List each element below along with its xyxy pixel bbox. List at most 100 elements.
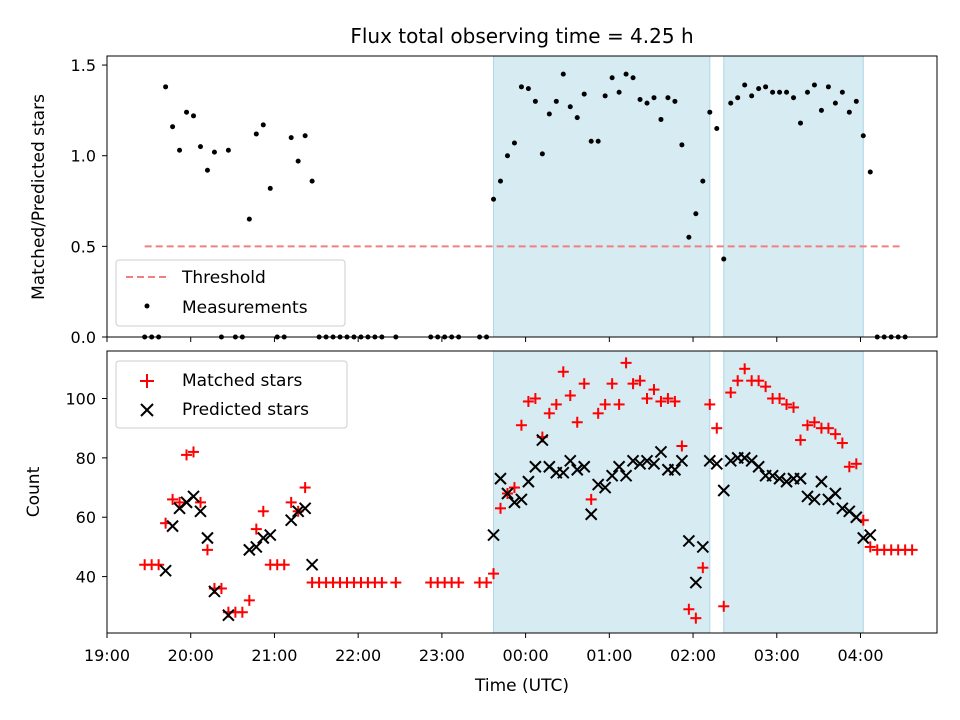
predicted-point [501,487,514,500]
predicted-point-b [654,445,668,459]
x-tick-label: 04:00 [837,646,883,665]
measurement-point [581,91,587,97]
predicted-point-b [501,487,514,500]
top-legend-box [115,259,346,327]
legend-predicted-label: Predicted stars [182,400,309,420]
matched-point [781,398,793,410]
predicted-point [815,475,828,488]
predicted-point-b [815,475,828,488]
measurement-point [770,89,776,95]
legend-threshold-label: Threshold [181,268,266,288]
x-tick-label: 03:00 [754,646,800,665]
predicted-point [612,460,626,473]
measurement-point [253,131,259,137]
measurement-point [714,126,720,132]
measurement-point [749,93,755,99]
matched-point [627,378,639,390]
matched-point [285,496,297,508]
measurement-point [742,82,748,88]
predicted-point [598,481,612,494]
predicted-point [857,531,870,545]
measurement-point [525,86,531,92]
predicted-point-b [773,472,786,485]
predicted-point [801,490,814,503]
x-tick-label: 02:00 [670,646,716,665]
measurement-point [204,167,210,173]
predicted-point [508,496,521,509]
predicted-point [717,484,730,497]
x-tick-label: 00:00 [503,646,549,665]
matched-stars-series [139,357,918,624]
measurement-point [818,107,824,113]
matched-point [801,419,813,431]
measurement-point [867,169,873,175]
measurement-point [777,89,783,95]
predicted-point-b [515,493,528,506]
predicted-point [305,558,319,571]
predicted-point [284,513,298,527]
predicted-point [633,457,647,471]
matched-point [718,600,730,612]
matched-point [739,363,751,375]
measurement-point [177,147,183,153]
y-tick-label: 80 [76,449,96,468]
matched-point [662,392,674,404]
measurement-point [658,116,664,122]
measurement-point [225,147,231,153]
legend-matched-label: Matched stars [182,371,302,391]
matched-point [669,395,681,407]
predicted-point-b [591,478,605,491]
predicted-point [591,478,605,491]
matched-point [620,357,632,369]
x-tick-label: 21:00 [251,646,297,665]
top-y-ticks: 0.0 0.5 1.0 1.5 [71,56,107,347]
matched-point [522,395,534,407]
predicted-point [780,475,793,488]
measurement-point [763,84,769,90]
predicted-point [689,576,703,589]
measurement-point [309,178,315,184]
measurement-point [623,71,629,77]
measurement-point [574,115,580,121]
top-axes-frame [106,55,938,338]
measurement-point [511,140,517,146]
predicted-point-b [703,454,717,468]
predicted-point-b [201,531,214,545]
predicted-point [794,472,807,485]
matched-point [697,562,709,574]
predicted-point [571,463,584,476]
measurement-point [644,100,650,106]
measurement-point [184,109,190,115]
predicted-point [584,508,598,521]
predicted-point-b [222,608,235,622]
matched-point [704,398,716,410]
predicted-point-b [284,513,298,527]
predicted-point-b [682,534,696,548]
predicted-point-b [208,585,221,598]
matched-point [488,568,500,580]
predicted-point [487,528,500,542]
matched-point [864,541,876,553]
predicted-point-b [745,454,758,468]
matched-point [843,461,855,473]
matched-point [760,381,772,393]
measurement-point [735,95,741,101]
matched-point [174,496,186,508]
matched-point [390,577,402,589]
predicted-point-b [794,472,807,485]
predicted-point-b [557,466,570,479]
matched-point [376,577,388,589]
matched-point [599,398,611,410]
predicted-point-b [243,543,256,557]
predicted-point [605,469,619,482]
matched-point [683,603,695,615]
matched-point [550,398,562,410]
predicted-point [773,472,786,485]
matched-point [529,392,541,404]
bottom-panel: 40 60 80 100 19:00 20:00 21:00 22:00 23:00 00:00… [24,350,938,696]
predicted-point [654,445,668,459]
matched-point [606,378,618,390]
matched-point [613,398,625,410]
predicted-point [668,463,682,476]
